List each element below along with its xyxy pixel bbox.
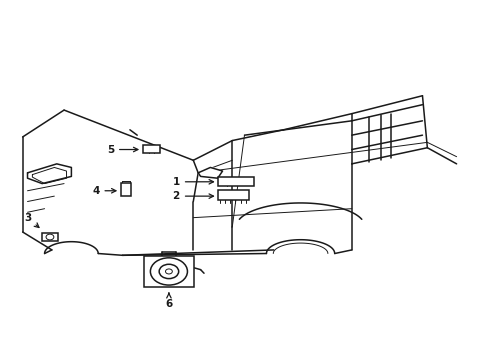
- Circle shape: [150, 258, 187, 285]
- Text: 5: 5: [106, 144, 138, 154]
- Text: 6: 6: [165, 293, 172, 309]
- Polygon shape: [198, 167, 222, 178]
- Bar: [42, 233, 58, 241]
- Circle shape: [46, 234, 54, 240]
- Bar: [143, 145, 160, 153]
- Bar: [143, 256, 194, 287]
- Circle shape: [159, 264, 178, 279]
- Bar: [121, 183, 131, 196]
- Text: 2: 2: [172, 191, 213, 201]
- Bar: [217, 190, 249, 201]
- Text: 3: 3: [24, 213, 39, 228]
- Text: 4: 4: [92, 186, 116, 196]
- Text: 1: 1: [172, 177, 213, 187]
- Bar: [217, 177, 254, 186]
